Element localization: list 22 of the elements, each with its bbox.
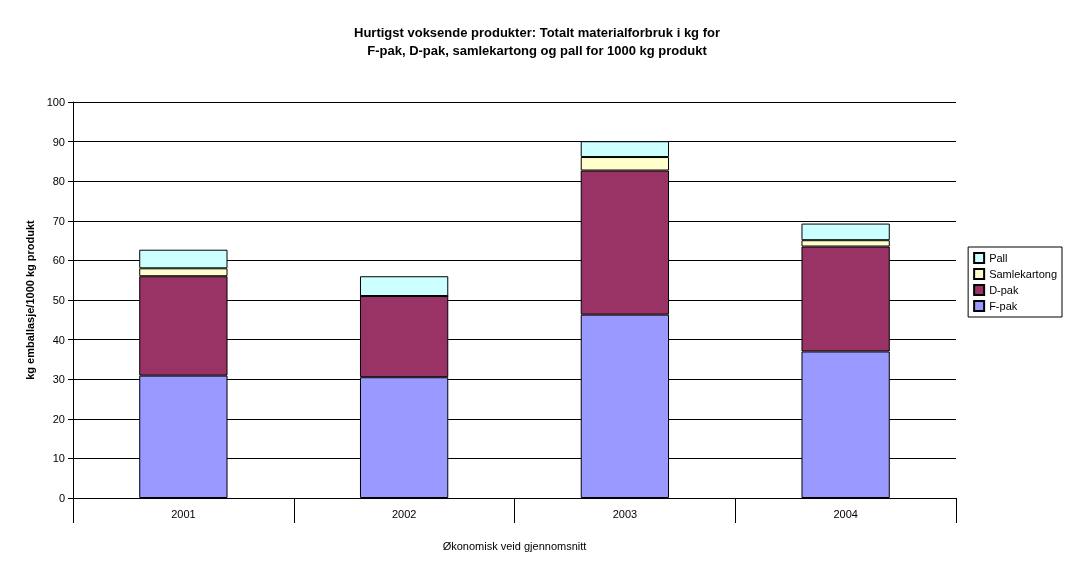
y-tick-label: 50 (52, 294, 65, 306)
y-tick-label: 80 (52, 175, 65, 188)
x-tick-label: 2003 (612, 507, 638, 520)
x-axis-title: Økonomisk veid gjennomsnitt (442, 539, 587, 552)
x-tick-label: 2004 (833, 507, 858, 520)
legend-label: Samlekartong (989, 268, 1058, 280)
x-tick-label: 2002 (391, 507, 417, 520)
y-tick-label: 0 (58, 492, 65, 504)
x-tick-label: 2001 (171, 507, 196, 520)
chart-title: Hurtigst voksende produkter: Totalt materialforbruk i kg for F-pak, D-pak, samlekartong og pall for 1000 kg produkt (354, 24, 720, 58)
y-tick-label: 60 (52, 254, 65, 267)
legend-label: Pall (989, 252, 1008, 264)
y-tick-label: 90 (52, 135, 65, 148)
y-tick-label: 40 (52, 333, 65, 346)
y-tick-label: 70 (52, 214, 65, 227)
legend-label: F-pak (989, 300, 1018, 312)
y-axis-title: kg emballasje/1000 kg produkt (24, 219, 37, 380)
y-tick-label: 100 (46, 96, 65, 108)
y-tick-label: 30 (52, 373, 65, 386)
y-tick-label: 20 (52, 412, 65, 425)
y-tick-label: 10 (52, 452, 65, 465)
legend-label: D-pak (989, 284, 1019, 296)
